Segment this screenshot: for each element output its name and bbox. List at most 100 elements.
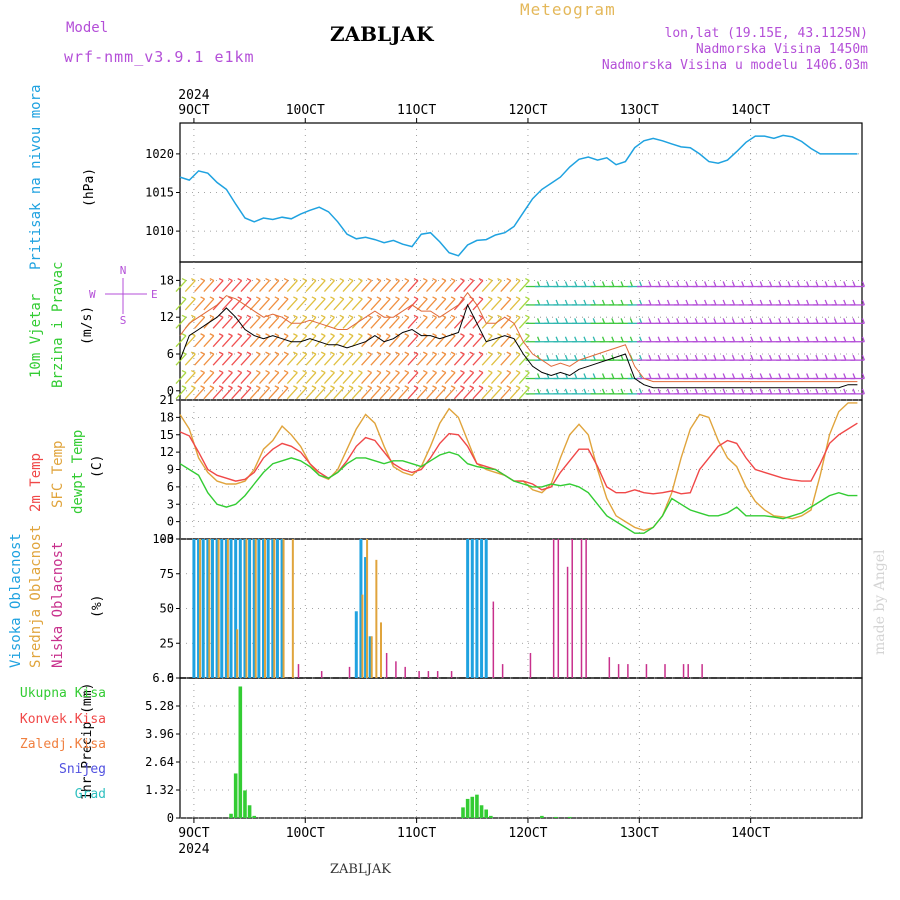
wind-barb-flag	[768, 281, 773, 287]
wind-barb-flag	[218, 296, 224, 300]
wind-barb-flag	[302, 385, 307, 389]
wind-barb-flag	[648, 299, 652, 306]
wind-barb-flag	[601, 336, 606, 342]
cloud-bar-2	[436, 671, 439, 678]
cloud-bar-0	[266, 539, 270, 678]
wind-barb-flag	[601, 299, 606, 306]
wind-barb	[491, 280, 502, 292]
precip-bar	[489, 815, 493, 818]
wind-barb-flag	[395, 277, 400, 282]
wind-barb-flag	[320, 385, 326, 389]
wind-barb	[481, 387, 493, 400]
wind-barb	[398, 298, 410, 311]
wind-barb-flag	[441, 277, 447, 282]
bottom-date-label: 9OCT	[178, 826, 209, 841]
wind-barb-flag	[506, 351, 512, 355]
wind-barb-flag	[339, 385, 345, 389]
wind-barb	[249, 372, 261, 384]
wind-barb	[314, 353, 326, 366]
wind-barb-flag	[815, 373, 819, 379]
cloud-bar-0	[215, 539, 219, 678]
wind-barb-flag	[564, 318, 569, 324]
bottom-date-label: 11OCT	[397, 826, 436, 841]
wind-barb	[351, 387, 363, 400]
wind-barb	[472, 335, 484, 348]
wind-barb	[268, 372, 280, 384]
wind-barb-flag	[536, 281, 541, 287]
wind-barb	[184, 298, 196, 311]
y-tick-label: 12	[160, 445, 174, 459]
wind-barb	[416, 372, 428, 384]
wind-barb-flag	[237, 385, 242, 389]
wind-barb-flag	[478, 369, 484, 374]
wind-barb	[333, 353, 345, 366]
wind-barb-flag	[546, 354, 550, 361]
wind-gust-line	[179, 291, 858, 383]
wind-barb-flag	[237, 314, 242, 318]
wind-barb-flag	[432, 333, 437, 337]
wind-barb	[249, 280, 261, 292]
cloud-bar-0	[275, 539, 279, 678]
wind-barb	[314, 280, 326, 292]
wind-barb-flag	[601, 318, 606, 324]
wind-barb-flag	[806, 299, 810, 306]
wind-barb-flag	[506, 369, 512, 374]
wind-barb-flag	[574, 281, 578, 287]
wind-barb	[286, 387, 298, 400]
bottom-year-label: 2024	[178, 842, 209, 857]
wind-barb	[194, 298, 206, 311]
wind-barb	[194, 335, 206, 348]
wind-barb	[426, 316, 438, 329]
wind-barb-flag	[694, 336, 698, 342]
precip-bar	[238, 686, 243, 818]
wind-barb-flag	[460, 333, 465, 337]
cloud-bar-2	[557, 539, 560, 678]
wind-barb-flag	[228, 351, 233, 355]
wind-barb-flag	[750, 281, 754, 287]
wind-barb	[259, 353, 270, 366]
wind-barb-flag	[515, 351, 521, 355]
wind-barb-flag	[302, 277, 307, 282]
wind-barb-flag	[265, 369, 270, 374]
wind-barb	[203, 372, 215, 384]
wind-barb-flag	[778, 354, 782, 361]
wind-barb-flag	[255, 351, 261, 355]
wind-barb	[268, 298, 280, 311]
top-date-label: 13OCT	[620, 103, 659, 118]
wind-barb	[463, 298, 475, 311]
wind-barb-flag	[487, 369, 493, 374]
wind-barb-flag	[694, 318, 698, 324]
top-date-label: 12OCT	[508, 103, 547, 118]
wind-barb-flag	[592, 388, 596, 395]
cloud-bar-0	[280, 539, 284, 678]
wind-barb	[435, 316, 447, 329]
wind-barb	[388, 298, 400, 311]
wind-barb-flag	[515, 385, 521, 389]
wind-barb	[212, 387, 224, 400]
wind-barb-flag	[564, 354, 569, 361]
wind-barb-flag	[190, 314, 196, 318]
wind-barb-flag	[376, 296, 382, 300]
wind-barb-flag	[293, 369, 298, 374]
wind-barb-flag	[536, 373, 541, 379]
wind-barb-flag	[546, 336, 550, 342]
wind-barb-flag	[469, 385, 474, 389]
wind-barb-flag	[806, 388, 810, 395]
wind-barb-flag	[731, 373, 736, 379]
wind-barb-flag	[246, 277, 252, 282]
wind-barb-flag	[246, 296, 252, 300]
cloud-bar-1	[361, 594, 364, 678]
wind-barb	[305, 353, 317, 366]
wind-barb-flag	[843, 281, 847, 287]
wind-barb-flag	[787, 318, 791, 324]
cloud-bar-0	[354, 611, 358, 678]
wind-barb-flag	[583, 281, 587, 287]
wind-barb-flag	[620, 281, 624, 287]
wind-barb-flag	[639, 281, 643, 287]
wind-barb-flag	[209, 369, 215, 374]
wind-barb-flag	[265, 277, 270, 282]
wind-barb-flag	[413, 385, 419, 389]
wind-barb-flag	[181, 369, 187, 374]
compass-west: W	[89, 288, 96, 301]
